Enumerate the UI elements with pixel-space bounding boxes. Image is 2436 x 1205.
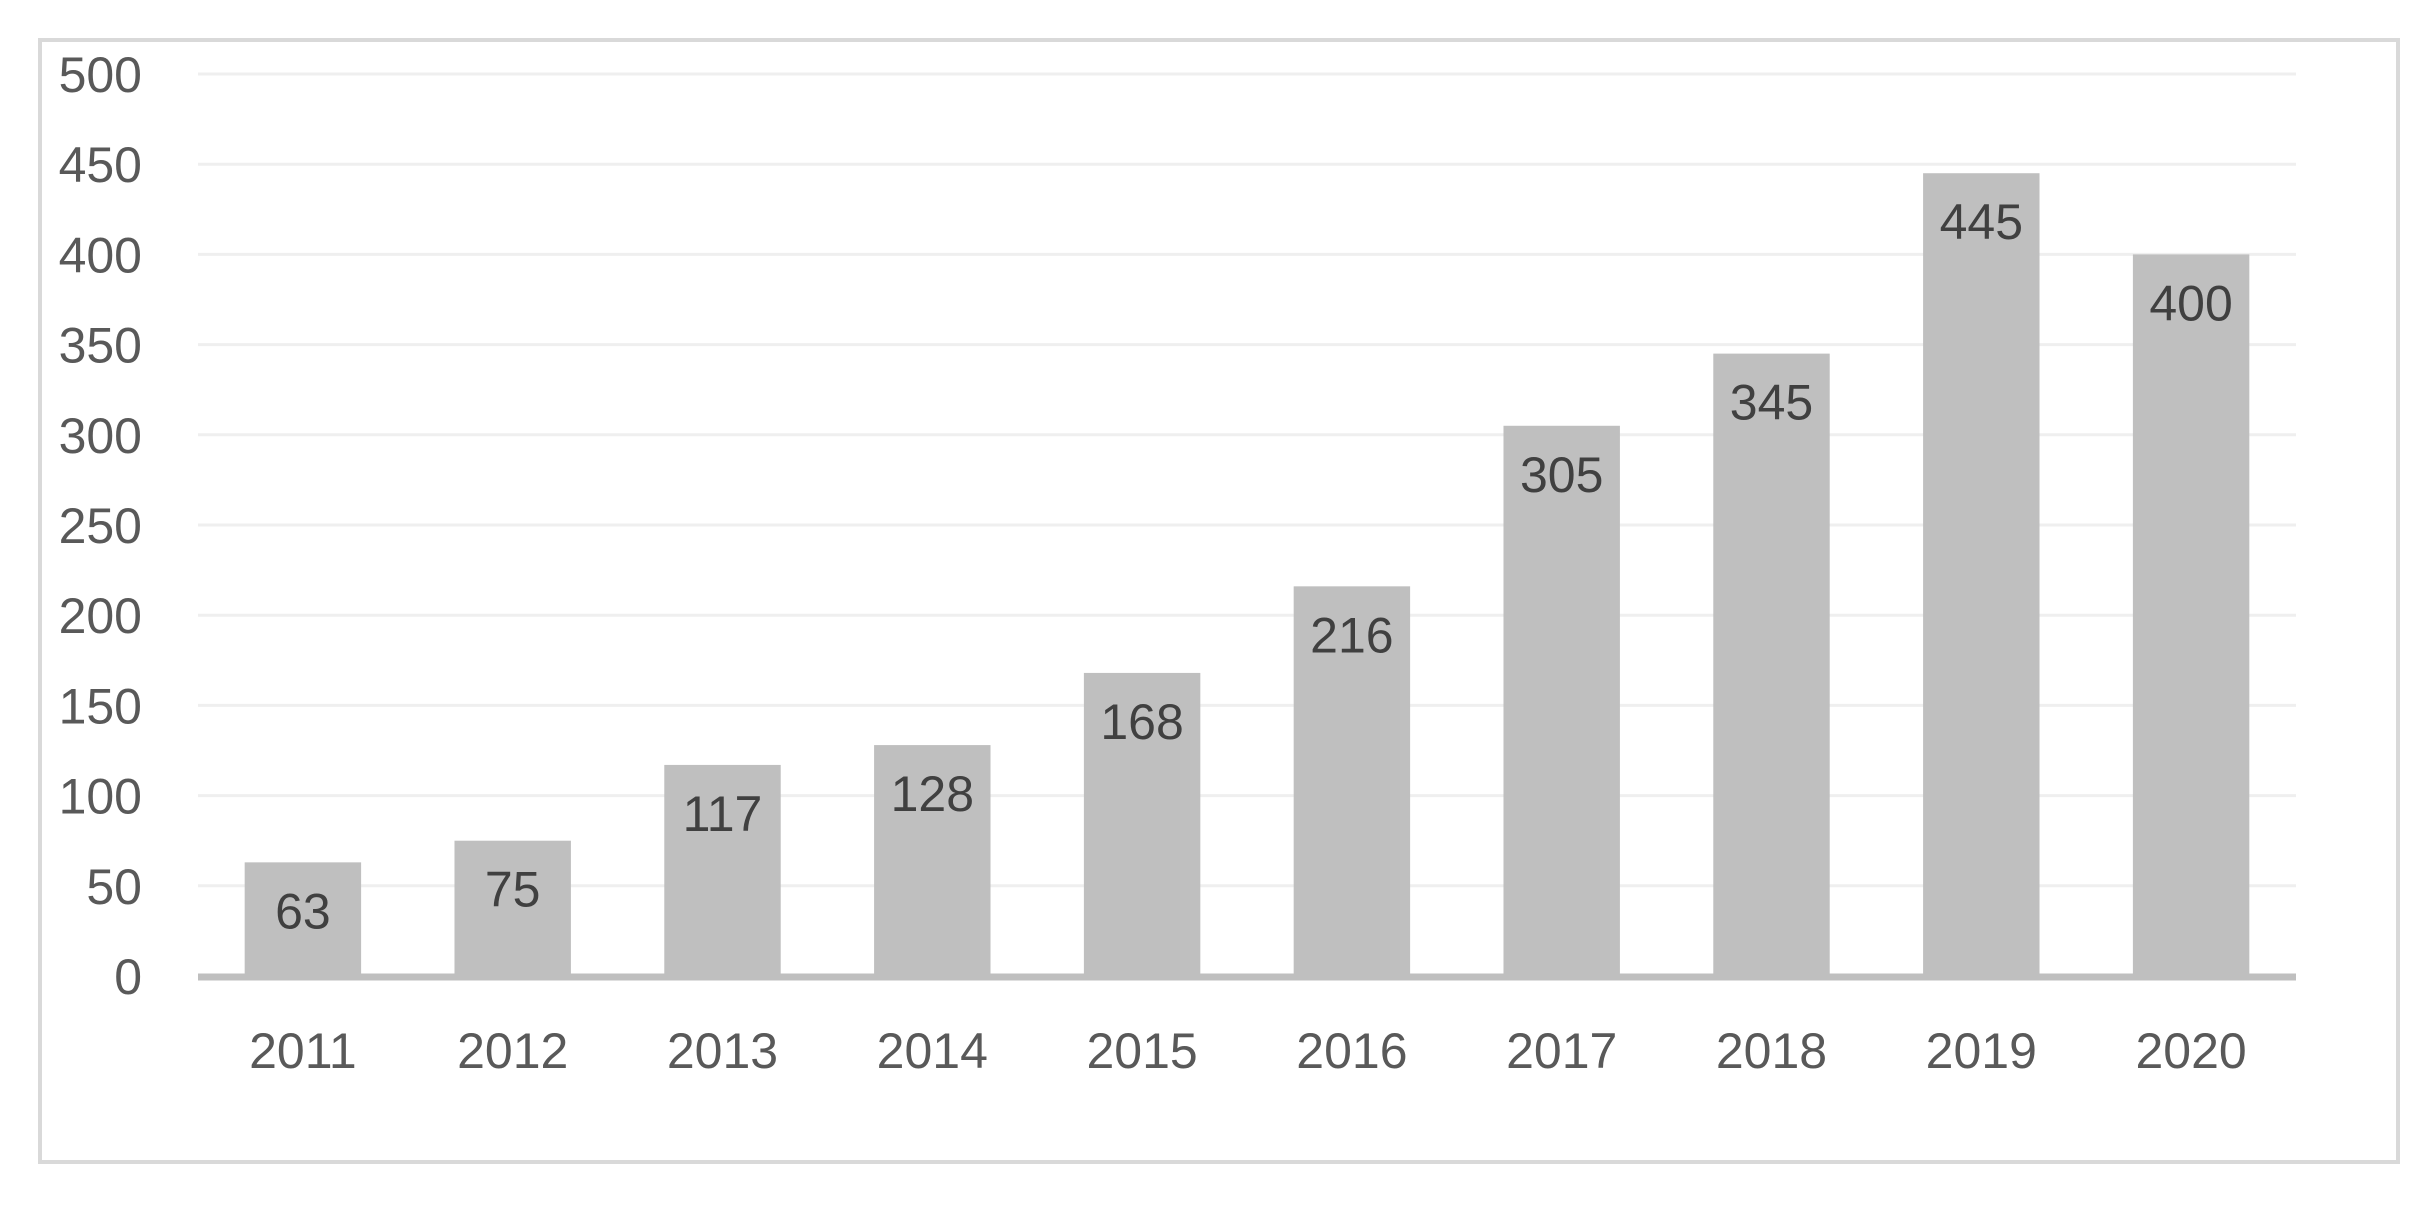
x-tick-label: 2012 — [457, 1023, 568, 1079]
data-label: 305 — [1520, 447, 1603, 503]
y-tick-label: 350 — [59, 318, 142, 374]
bar-2013 — [664, 764, 781, 976]
bar-2016 — [1293, 586, 1411, 976]
bar-2014 — [874, 745, 991, 976]
y-tick-label: 150 — [59, 678, 142, 734]
x-tick-label: 2017 — [1506, 1023, 1617, 1079]
bar-2012 — [454, 840, 571, 976]
bar-2017 — [1503, 425, 1620, 976]
y-tick-label: 200 — [59, 588, 142, 644]
y-tick-label: 500 — [59, 47, 142, 103]
bar-2018 — [1713, 353, 1830, 976]
y-axis: 0 50 100 150 200 250 300 350 400 450 500 — [59, 47, 142, 1005]
data-label: 168 — [1100, 694, 1183, 750]
y-tick-label: 250 — [59, 498, 142, 554]
x-tick-label: 2018 — [1716, 1023, 1827, 1079]
data-labels: 63 75 117 128 168 216 305 345 445 400 — [275, 194, 2233, 939]
x-tick-label: 2013 — [667, 1023, 778, 1079]
data-label: 445 — [1940, 194, 2023, 250]
x-tick-label: 2014 — [877, 1023, 988, 1079]
x-tick-label: 2019 — [1926, 1023, 2037, 1079]
bar-2011 — [244, 862, 362, 976]
data-label: 117 — [683, 786, 763, 842]
data-label: 75 — [485, 862, 541, 918]
x-tick-label: 2016 — [1296, 1023, 1407, 1079]
bar-2019 — [1923, 173, 2040, 977]
y-tick-label: 450 — [59, 137, 142, 193]
x-axis: 2011 2012 2013 2014 2015 2016 2017 2018 2019 2020 — [249, 1023, 2247, 1079]
bar-2015 — [1083, 672, 1201, 976]
data-label: 128 — [891, 766, 974, 822]
y-tick-label: 0 — [114, 949, 142, 1005]
data-label: 63 — [275, 883, 331, 939]
data-label: 400 — [2149, 275, 2232, 331]
y-tick-label: 100 — [59, 769, 142, 825]
x-tick-label: 2011 — [249, 1023, 357, 1079]
bar-2020 — [2132, 254, 2250, 976]
y-tick-label: 400 — [59, 227, 142, 283]
data-label: 345 — [1730, 375, 1813, 431]
y-tick-label: 300 — [59, 408, 142, 464]
x-tick-label: 2020 — [2135, 1023, 2246, 1079]
data-label: 216 — [1310, 607, 1393, 663]
bars — [244, 173, 2250, 977]
x-tick-label: 2015 — [1086, 1023, 1197, 1079]
y-tick-label: 50 — [86, 859, 142, 915]
